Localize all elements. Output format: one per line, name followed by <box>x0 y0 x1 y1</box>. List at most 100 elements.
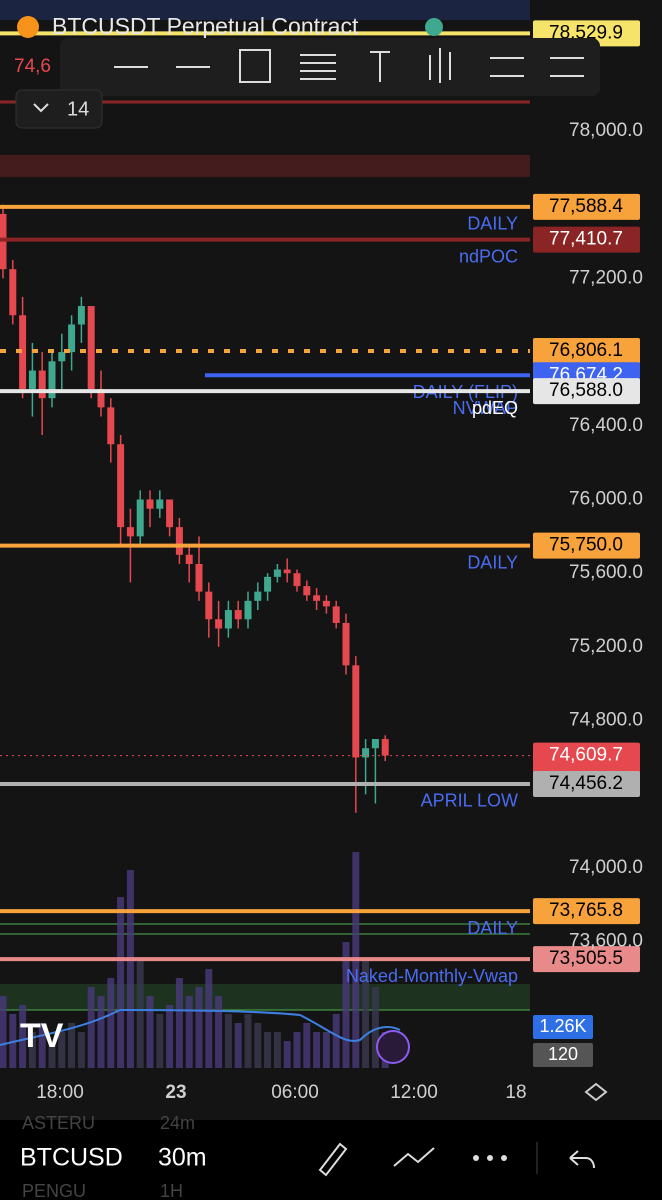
candle-body <box>205 591 213 620</box>
draw-icon[interactable] <box>318 1142 348 1177</box>
volume-bar <box>254 1023 262 1068</box>
candle-body <box>362 748 370 758</box>
settings-icon[interactable] <box>584 1082 608 1102</box>
footer-ghost: ASTERU <box>22 1113 95 1133</box>
candle-body <box>293 573 301 587</box>
footer-interval[interactable]: 30m <box>158 1144 207 1172</box>
tool-text[interactable] <box>370 51 390 82</box>
level-note: DAILY <box>467 918 518 938</box>
candle-body <box>97 388 105 408</box>
zone <box>0 984 530 1010</box>
footer <box>0 1120 662 1200</box>
volume-bar <box>87 987 95 1068</box>
candle-body <box>126 527 134 537</box>
volume-bar <box>126 870 134 1068</box>
undo-icon[interactable] <box>569 1150 595 1169</box>
volume-bar <box>342 942 350 1068</box>
indicator-icon[interactable] <box>393 1147 435 1167</box>
x-tick-label: 18 <box>505 1082 526 1103</box>
volume-bar <box>166 1005 174 1068</box>
volume-bar <box>234 1023 242 1068</box>
level-note: NVWAP <box>453 398 518 418</box>
volume-tag <box>533 1015 593 1039</box>
volume-bar <box>244 1014 252 1068</box>
price-tag-label: 73,765.8 <box>549 900 623 921</box>
candle-body <box>371 739 379 749</box>
header: BTCUSDT Perpetual Contract 74,6 14 <box>0 0 600 129</box>
status-dot <box>425 18 443 36</box>
volume-bar <box>0 996 7 1068</box>
price-tag <box>533 193 640 220</box>
y-tick-label: 76,400.0 <box>569 415 643 436</box>
toolbar <box>60 38 600 96</box>
candle-body <box>381 739 389 756</box>
volume-bar <box>185 996 193 1068</box>
volume-bar <box>322 1032 330 1068</box>
more-dot[interactable] <box>501 1155 507 1161</box>
candle-body <box>342 622 350 666</box>
volume-bar <box>215 996 223 1068</box>
more-dot[interactable] <box>487 1155 493 1161</box>
volume-bar <box>28 1032 36 1068</box>
tool-long[interactable] <box>490 57 524 77</box>
price-tag-label: 77,410.7 <box>549 229 623 250</box>
footer-symbol[interactable]: BTCUSD <box>20 1144 123 1172</box>
price-tag <box>533 532 640 559</box>
candle-body <box>117 444 125 528</box>
level-note: pdEQ <box>472 398 518 418</box>
candle-body <box>19 315 27 389</box>
price-tag <box>533 898 640 925</box>
volume-bar <box>19 1005 27 1068</box>
y-tick-label: 77,200.0 <box>569 267 643 288</box>
volume-bar <box>264 1032 272 1068</box>
candle-body <box>283 569 291 574</box>
volume-bar <box>68 1023 76 1068</box>
volume-bar <box>371 987 379 1068</box>
interval-box[interactable] <box>15 89 103 129</box>
price-tag-label: 74,456.2 <box>549 773 623 794</box>
volume-ma <box>0 1008 401 1046</box>
level-note: Naked-Monthly-Vwap <box>346 966 518 986</box>
price-tag <box>533 226 640 253</box>
flash-icon[interactable] <box>376 1030 410 1064</box>
time-axis-bg <box>0 1070 662 1120</box>
volume-bar <box>293 1032 301 1068</box>
volume-bar <box>313 1032 321 1068</box>
symbol-title: BTCUSDT Perpetual Contract <box>52 13 359 39</box>
tool-short[interactable] <box>550 57 584 77</box>
y-tick-label: 75,200.0 <box>569 636 643 657</box>
candle-body <box>9 269 17 316</box>
candle-body <box>156 499 164 509</box>
volume-bar <box>175 978 183 1068</box>
candle-body <box>313 595 321 601</box>
candle-body <box>352 665 360 758</box>
volume-bar <box>362 960 370 1068</box>
more-dot[interactable] <box>473 1155 479 1161</box>
level-note: DAILY <box>467 552 518 572</box>
y-tick-label: 78,000.0 <box>569 120 643 141</box>
x-tick-label: 12:00 <box>390 1082 438 1103</box>
tool-fib[interactable] <box>300 54 336 80</box>
price-tag <box>533 378 640 405</box>
candle-body <box>264 576 272 592</box>
volume-tag <box>533 1043 593 1067</box>
chevron <box>33 103 49 113</box>
tool-candle[interactable] <box>429 48 451 83</box>
candle-body <box>224 610 232 629</box>
candle-body <box>254 591 262 601</box>
footer-ghost: 24m <box>160 1113 195 1133</box>
level-note: ndPOC <box>459 246 518 266</box>
candle-body <box>234 610 242 620</box>
x-tick-label: 18:00 <box>36 1082 84 1103</box>
volume-bar <box>146 996 154 1068</box>
price-tag-label: 75,750.0 <box>549 535 623 556</box>
tool-rect[interactable] <box>239 49 271 83</box>
price-tag <box>533 337 640 364</box>
candle-body <box>28 370 36 389</box>
volume-bar <box>136 960 144 1068</box>
volume-bar <box>156 1014 164 1068</box>
candle-body <box>244 600 252 620</box>
candle-body <box>166 499 174 528</box>
candle-body <box>175 527 183 555</box>
